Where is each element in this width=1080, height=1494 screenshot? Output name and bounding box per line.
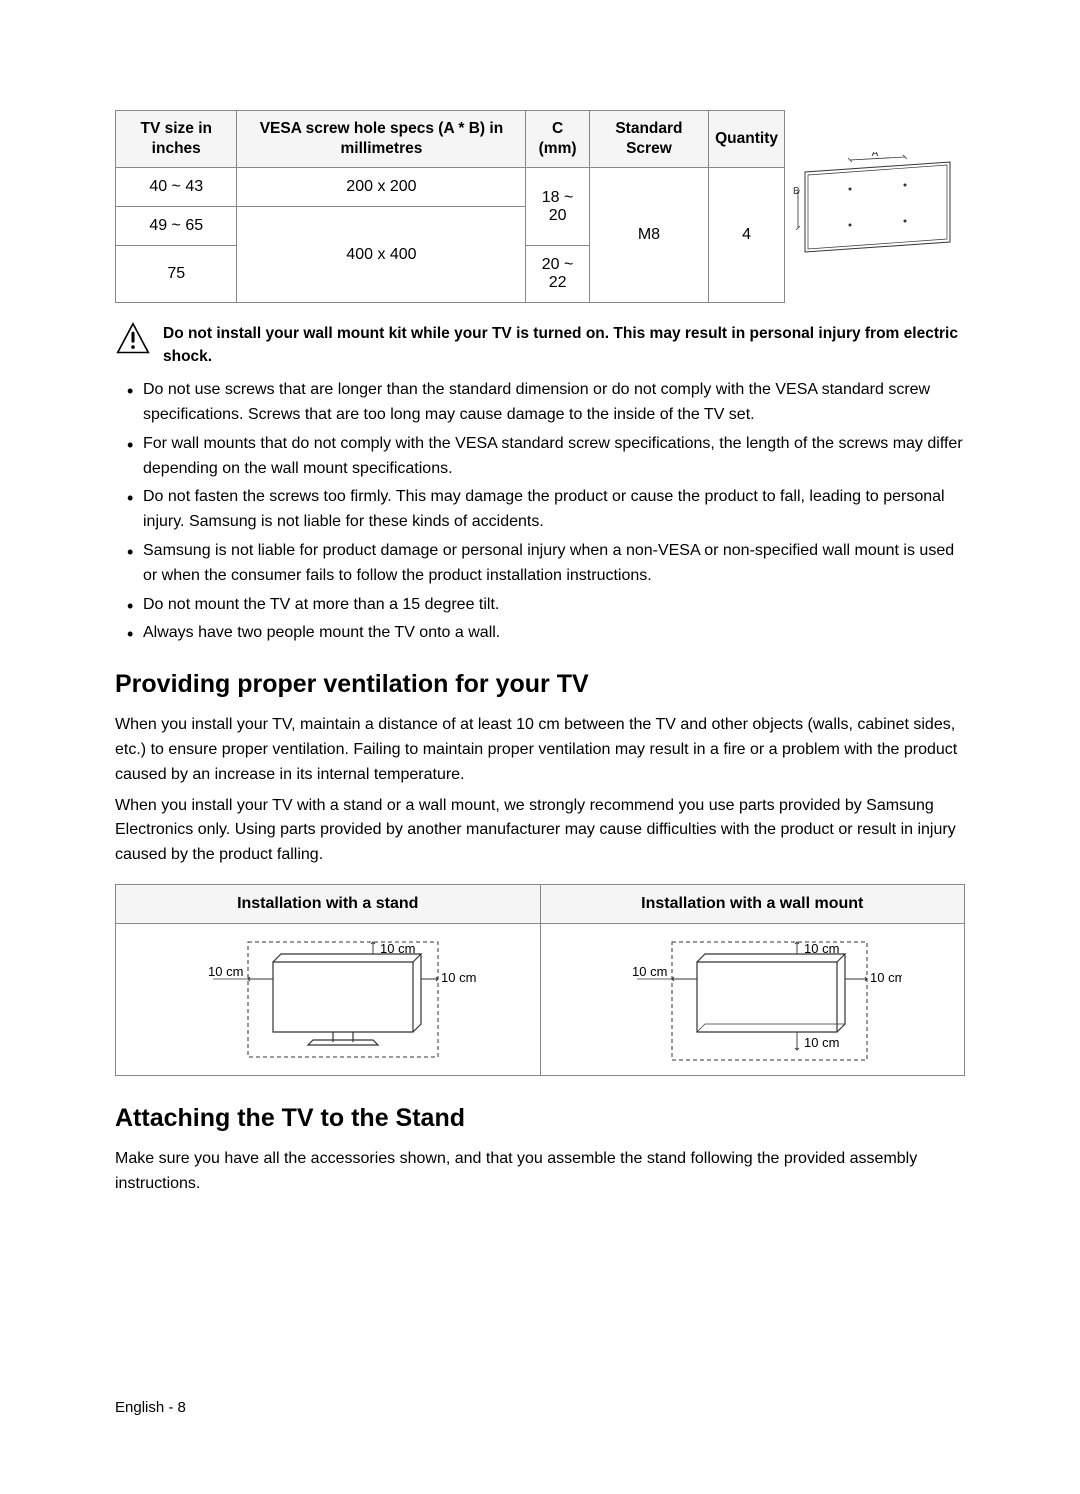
vesa-spec-table: TV size in inches VESA screw hole specs … (115, 110, 965, 303)
cell-c-18-20: 18 ~ 20 (526, 168, 589, 246)
bullet-item: Do not mount the TV at more than a 15 de… (121, 593, 965, 618)
bullet-item: Always have two people mount the TV onto… (121, 621, 965, 646)
svg-text:10 cm: 10 cm (632, 964, 667, 979)
warning-text: Do not install your wall mount kit while… (163, 321, 965, 368)
bullet-item: Samsung is not liable for product damage… (121, 539, 965, 589)
attach-para: Make sure you have all the accessories s… (115, 1147, 965, 1197)
cell-size-49-65: 49 ~ 65 (116, 207, 237, 246)
warning-triangle-icon (115, 321, 151, 357)
attach-heading: Attaching the TV to the Stand (115, 1104, 965, 1133)
cell-stand-diagram: 10 cm 10 cm 10 cm (116, 923, 541, 1075)
bullet-item: Do not use screws that are longer than t… (121, 378, 965, 428)
cell-wallmount-diagram: 10 cm 10 cm 10 cm 10 cm (540, 923, 965, 1075)
vesa-diagram-cell: A B (785, 111, 966, 303)
th-install-stand: Installation with a stand (116, 884, 541, 923)
cell-size-75: 75 (116, 246, 237, 303)
page-footer: English - 8 (115, 1399, 186, 1416)
svg-text:10 cm: 10 cm (804, 941, 839, 956)
th-quantity: Quantity (709, 111, 785, 168)
cell-screw-m8: M8 (589, 168, 708, 303)
wallmount-ventilation-diagram: 10 cm 10 cm 10 cm 10 cm (602, 932, 902, 1062)
bullet-item: For wall mounts that do not comply with … (121, 432, 965, 482)
tv-panel-diagram: A B (790, 152, 960, 257)
ventilation-para2: When you install your TV with a stand or… (115, 794, 965, 868)
th-std-screw: Standard Screw (589, 111, 708, 168)
safety-bullet-list: Do not use screws that are longer than t… (115, 378, 965, 646)
cell-vesa-400: 400 x 400 (237, 207, 526, 303)
th-tv-size: TV size in inches (116, 111, 237, 168)
th-vesa-specs: VESA screw hole specs (A * B) in millime… (237, 111, 526, 168)
cell-quantity-4: 4 (709, 168, 785, 303)
warning-box: Do not install your wall mount kit while… (115, 321, 965, 368)
svg-text:B: B (793, 186, 800, 197)
cell-c-20-22: 20 ~ 22 (526, 246, 589, 303)
svg-text:10 cm: 10 cm (380, 941, 415, 956)
cell-vesa-200: 200 x 200 (237, 168, 526, 207)
stand-ventilation-diagram: 10 cm 10 cm 10 cm (178, 932, 478, 1062)
cell-size-40-43: 40 ~ 43 (116, 168, 237, 207)
bullet-item: Do not fasten the screws too firmly. Thi… (121, 485, 965, 535)
ventilation-heading: Providing proper ventilation for your TV (115, 670, 965, 699)
th-c-mm: C (mm) (526, 111, 589, 168)
svg-text:10 cm: 10 cm (804, 1035, 839, 1050)
ventilation-para1: When you install your TV, maintain a dis… (115, 713, 965, 787)
svg-text:A: A (872, 152, 879, 159)
svg-text:10 cm: 10 cm (441, 970, 476, 985)
installation-table: Installation with a stand Installation w… (115, 884, 965, 1076)
svg-text:10 cm: 10 cm (208, 964, 243, 979)
svg-text:10 cm: 10 cm (870, 970, 902, 985)
th-install-wallmount: Installation with a wall mount (540, 884, 965, 923)
